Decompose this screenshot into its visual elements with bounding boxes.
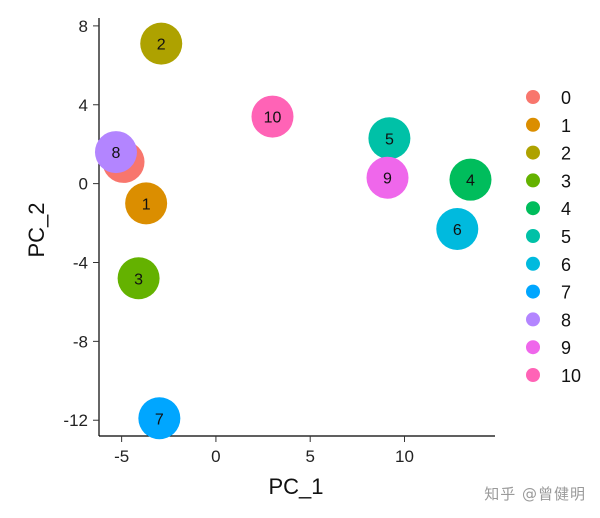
legend-swatch: [526, 117, 540, 132]
x-tick-label: 5: [305, 447, 314, 466]
axes: -5 0 5 10 -12 -8 -4 0 4 8: [63, 17, 495, 466]
cluster-point-6: 6: [436, 207, 479, 250]
cluster-point-marker: [368, 117, 411, 160]
cluster-point-marker: [125, 182, 168, 225]
legend-swatch: [526, 256, 540, 271]
y-axis-title: PC_2: [24, 202, 49, 257]
legend: 0 1 2 3 4 5 6 7 8 9 10: [526, 88, 581, 386]
legend-swatch: [526, 312, 540, 327]
y-tick-label: 4: [79, 96, 88, 115]
cluster-point-8: 8: [94, 131, 137, 174]
legend-item-0: 0: [526, 88, 571, 108]
cluster-point-label: 10: [264, 110, 282, 127]
legend-label: 10: [561, 366, 581, 386]
legend-label: 6: [561, 255, 571, 275]
cluster-point-label: 4: [466, 173, 475, 190]
legend-label: 5: [561, 227, 571, 247]
legend-item-9: 9: [526, 338, 571, 358]
legend-label: 7: [561, 283, 571, 303]
cluster-point-label: 1: [142, 196, 151, 213]
legend-item-1: 1: [526, 116, 571, 136]
legend-item-6: 6: [526, 255, 571, 275]
legend-swatch: [526, 201, 540, 216]
x-axis-title: PC_1: [268, 474, 323, 499]
x-tick-label: 10: [395, 447, 414, 466]
legend-swatch: [526, 340, 540, 355]
y-tick-label: 0: [79, 175, 88, 194]
cluster-point-marker: [117, 257, 160, 300]
cluster-point-7: 7: [138, 397, 181, 440]
cluster-point-marker: [449, 158, 492, 201]
cluster-point-label: 3: [134, 271, 143, 288]
legend-item-2: 2: [526, 144, 571, 164]
y-tick-label: -12: [63, 411, 88, 430]
legend-swatch: [526, 173, 540, 188]
watermark: 知乎 @曾健明: [484, 485, 586, 503]
cluster-point-label: 6: [453, 222, 462, 239]
x-tick-label: -5: [114, 447, 129, 466]
y-tick-label: -4: [73, 253, 88, 272]
legend-label: 1: [561, 116, 571, 136]
legend-item-3: 3: [526, 171, 571, 191]
cluster-point-marker: [436, 207, 479, 250]
cluster-point-5: 5: [368, 117, 411, 160]
legend-item-5: 5: [526, 227, 571, 247]
cluster-point-1: 1: [125, 182, 168, 225]
cluster-point-label: 7: [155, 411, 164, 428]
cluster-point-label: 8: [112, 145, 121, 162]
cluster-point-label: 5: [385, 131, 394, 148]
legend-label: 0: [561, 88, 571, 108]
y-tick-label: -8: [73, 332, 88, 351]
cluster-point-marker: [138, 397, 181, 440]
legend-swatch: [526, 90, 540, 104]
legend-label: 4: [561, 199, 571, 219]
cluster-point-3: 3: [117, 257, 160, 300]
legend-swatch: [526, 284, 540, 299]
cluster-point-label: 2: [157, 37, 166, 54]
cluster-point-marker: [366, 156, 409, 199]
cluster-point-4: 4: [449, 158, 492, 201]
legend-label: 8: [561, 310, 571, 330]
cluster-point-label: 9: [383, 171, 392, 188]
cluster-point-marker: [94, 131, 137, 174]
legend-item-8: 8: [526, 310, 571, 330]
legend-swatch: [526, 229, 540, 243]
legend-swatch: [526, 145, 540, 160]
legend-swatch: [526, 368, 540, 382]
legend-item-10: 10: [526, 366, 581, 386]
cluster-point-9: 9: [366, 156, 409, 199]
x-tick-label: 0: [211, 447, 220, 466]
cluster-point-marker: [251, 95, 294, 138]
cluster-point-10: 10: [251, 95, 294, 138]
cluster-point-2: 2: [140, 22, 183, 65]
cluster-point-marker: [140, 22, 183, 65]
y-tick-label: 8: [79, 17, 88, 36]
legend-label: 3: [561, 171, 571, 191]
legend-item-7: 7: [526, 283, 571, 303]
legend-label: 2: [561, 144, 571, 164]
legend-item-4: 4: [526, 199, 571, 219]
legend-label: 9: [561, 338, 571, 358]
